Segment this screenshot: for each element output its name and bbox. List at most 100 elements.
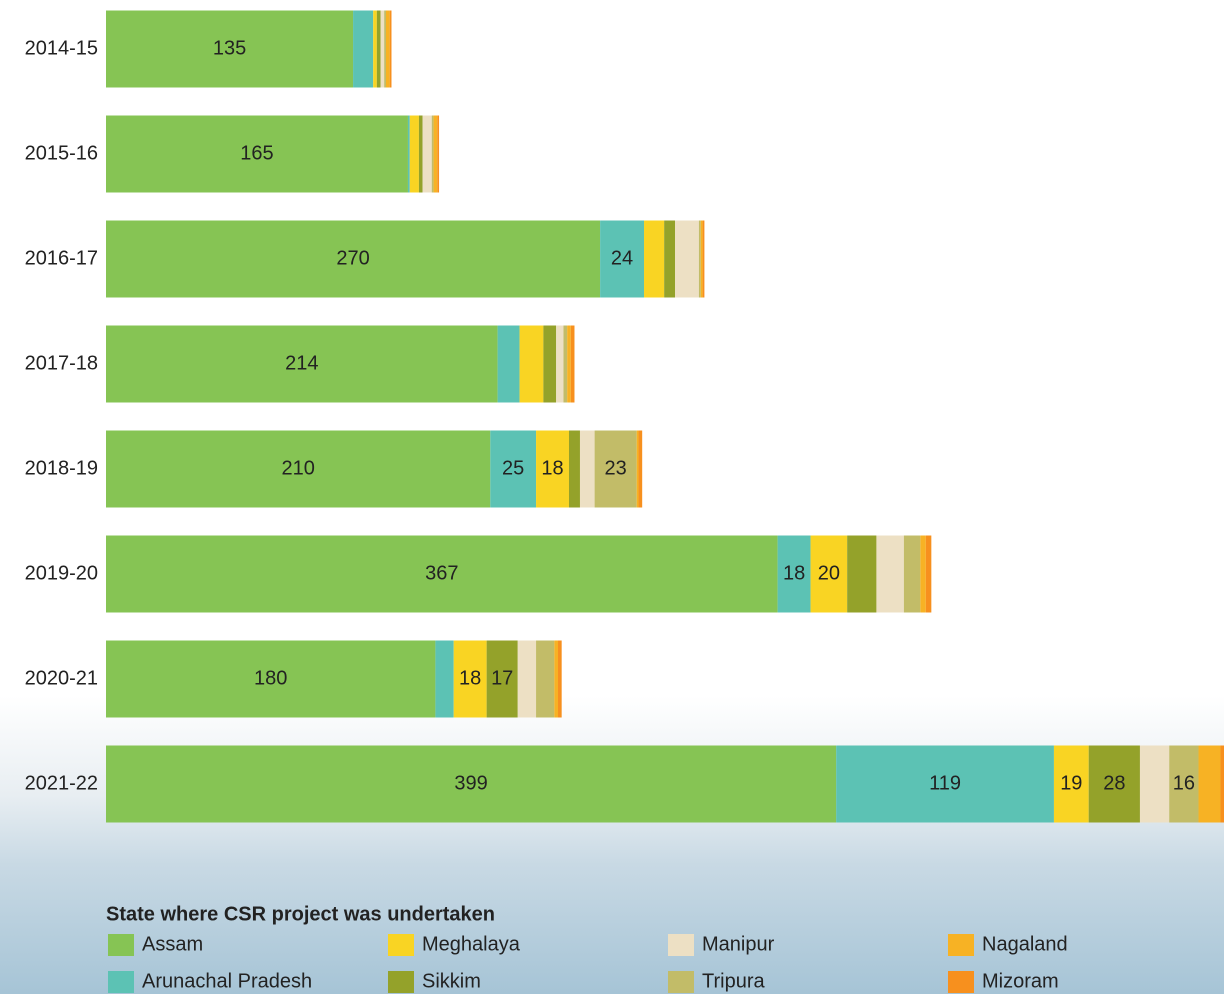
legend-swatch (108, 934, 134, 956)
bar-segment (876, 535, 904, 613)
y-tick-label: 2020-21 (25, 667, 98, 689)
y-tick-label: 2018-19 (25, 457, 98, 479)
bar-segment (579, 430, 595, 508)
data-label: 18 (783, 562, 805, 584)
legend-swatch (108, 971, 134, 993)
data-label: 270 (336, 247, 369, 269)
bar-segment (385, 10, 390, 88)
bar-segment (664, 220, 676, 298)
bar-segment (836, 745, 1054, 823)
y-tick-label: 2017-18 (25, 352, 98, 374)
bar-segment (486, 640, 518, 718)
bar-segment (435, 640, 454, 718)
bar-segment (519, 325, 544, 403)
bar-segment (1169, 745, 1199, 823)
data-label: 18 (459, 667, 481, 689)
data-label: 399 (454, 772, 487, 794)
legend-label: Nagaland (982, 933, 1068, 955)
y-tick-label: 2021-22 (25, 772, 98, 794)
bar-segment (1198, 745, 1221, 823)
data-label: 20 (818, 562, 840, 584)
bar-segment (384, 10, 386, 88)
legend-label: Meghalaya (422, 933, 521, 955)
bar-segment (638, 430, 643, 508)
data-label: 23 (605, 457, 627, 479)
bar-segment (700, 220, 703, 298)
bar-segment (556, 325, 564, 403)
bar-segment (847, 535, 877, 613)
bar-segment (698, 220, 701, 298)
bar-segment (376, 10, 381, 88)
bar-segment (920, 535, 926, 613)
bar-segment (106, 745, 837, 823)
legend-swatch (388, 934, 414, 956)
legend-label: Tripura (702, 970, 765, 992)
bar-segment (373, 10, 377, 88)
bar-segment (431, 115, 434, 193)
bar-segment (777, 535, 811, 613)
bar-segment (106, 115, 408, 193)
bar-segment (543, 325, 557, 403)
bar-segment (106, 430, 491, 508)
data-label: 135 (213, 37, 246, 59)
bar-segment (389, 10, 392, 88)
bar-segment (422, 115, 432, 193)
data-label: 28 (1103, 772, 1125, 794)
bar-segment (1139, 745, 1170, 823)
bar-segment (106, 220, 601, 298)
data-label: 25 (502, 457, 524, 479)
legend-label: Manipur (702, 933, 775, 955)
legend-swatch (948, 934, 974, 956)
data-label: 16 (1173, 772, 1195, 794)
bar-segment (554, 640, 559, 718)
bar-segment (106, 640, 436, 718)
legend-swatch (668, 971, 694, 993)
bar-segment (636, 430, 639, 508)
bar-segment (437, 115, 440, 193)
data-label: 18 (541, 457, 563, 479)
bar-segment (106, 10, 354, 88)
bar-segment (568, 430, 580, 508)
bar-segment (536, 430, 569, 508)
bar-segment (594, 430, 637, 508)
legend-label: Sikkim (422, 970, 481, 992)
legend-swatch (388, 971, 414, 993)
data-label: 17 (491, 667, 513, 689)
bar-segment (810, 535, 848, 613)
bar-segment (517, 640, 537, 718)
bar-segment (675, 220, 699, 298)
legend-label: Arunachal Pradesh (142, 970, 312, 992)
data-label: 24 (611, 247, 633, 269)
data-label: 119 (929, 772, 961, 794)
bar-segment (1053, 745, 1089, 823)
data-label: 165 (240, 142, 273, 164)
legend-swatch (948, 971, 974, 993)
y-tick-label: 2016-17 (25, 247, 98, 269)
bar-segment (380, 10, 385, 88)
legend-swatch (668, 934, 694, 956)
data-label: 214 (285, 352, 318, 374)
legend-label: Mizoram (982, 970, 1059, 992)
bar-segment (106, 535, 778, 613)
bar-segment (453, 640, 487, 718)
bar-segment (353, 10, 374, 88)
y-tick-label: 2015-16 (25, 142, 98, 164)
legend-label: Assam (142, 933, 203, 955)
bar-segment (644, 220, 665, 298)
data-label: 367 (425, 562, 458, 584)
data-label: 180 (254, 667, 287, 689)
bar-segment (570, 325, 575, 403)
legend-title: State where CSR project was undertaken (106, 903, 495, 925)
bar-segment (490, 430, 537, 508)
bar-segment (433, 115, 438, 193)
bar-segment (1088, 745, 1140, 823)
bar-segment (925, 535, 932, 613)
bar-segment (563, 325, 568, 403)
data-label: 210 (281, 457, 314, 479)
y-tick-label: 2019-20 (25, 562, 98, 584)
bar-segment (407, 115, 410, 193)
bar-segment (418, 115, 423, 193)
bar-segment (536, 640, 555, 718)
bar-segment (600, 220, 645, 298)
